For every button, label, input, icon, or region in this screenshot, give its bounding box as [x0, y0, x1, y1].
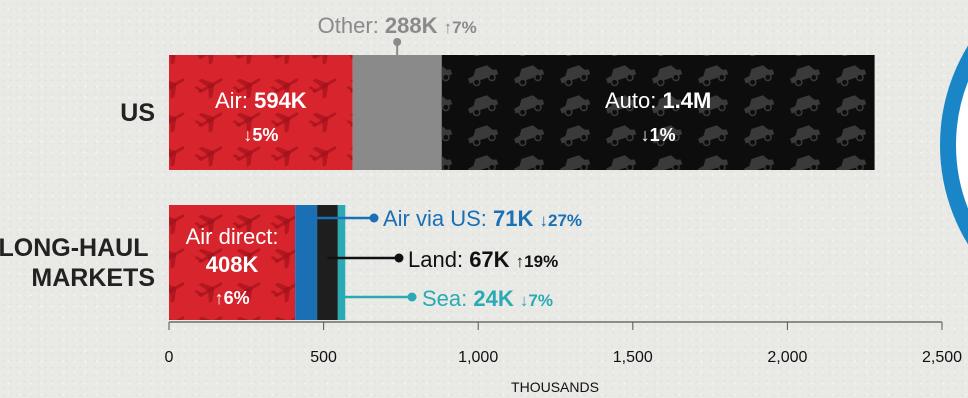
land-callout: Land: 67K ↑19%	[327, 247, 558, 272]
sea-leader-dot	[407, 292, 417, 302]
other-label: Other: 288K ↑7%	[318, 13, 477, 38]
land-label: Land: 67K ↑19%	[408, 247, 558, 272]
x-axis-label: THOUSANDS	[511, 379, 599, 395]
bar-long-haul-air-via-us	[295, 205, 318, 320]
x-tick-label: 2,000	[767, 349, 807, 366]
bar-us-air-pattern	[169, 55, 353, 170]
category-label-us: US	[120, 99, 155, 127]
x-tick-label: 500	[310, 349, 337, 366]
us-air-label: Air: 594K	[215, 88, 307, 113]
bar-long-haul-air-direct-pattern	[169, 205, 296, 320]
bar-long-haul-land	[317, 205, 338, 320]
us-auto-label: Auto: 1.4M	[605, 88, 711, 113]
bar-long-haul-sea	[337, 205, 346, 320]
x-tick-label: 0	[165, 349, 174, 366]
bar-us-auto-pattern	[441, 55, 875, 170]
air-via-us-label: Air via US: 71K ↓27%	[383, 206, 582, 231]
air-via-us-leader-dot	[369, 213, 379, 223]
x-tick-label: 2,500	[922, 349, 962, 366]
us-auto-change: ↓1%	[641, 125, 676, 145]
other-leader-dot	[393, 38, 402, 46]
long-haul-bar	[169, 205, 346, 320]
decorative-circle	[940, 45, 968, 245]
us-bar	[169, 55, 875, 170]
sea-callout: Sea: 24K ↓7%	[341, 286, 553, 311]
sea-label: Sea: 24K ↓7%	[422, 286, 553, 311]
category-label-long-haul: LONG-HAUL MARKETS	[0, 234, 155, 292]
x-axis-ticks: 0 500 1,000 1,500 2,000 2,500	[165, 322, 962, 366]
us-air-change: ↓5%	[243, 125, 278, 145]
air-via-us-callout: Air via US: 71K ↓27%	[306, 206, 582, 231]
long-haul-air-direct-value: 408K	[206, 252, 259, 277]
x-tick-label: 1,000	[458, 349, 498, 366]
bar-us-other	[352, 55, 442, 170]
x-tick-label: 1,500	[613, 349, 653, 366]
long-haul-air-direct-label: Air direct:	[186, 224, 279, 249]
long-haul-air-direct-change: ↑6%	[215, 288, 250, 308]
land-leader-dot	[394, 253, 404, 263]
